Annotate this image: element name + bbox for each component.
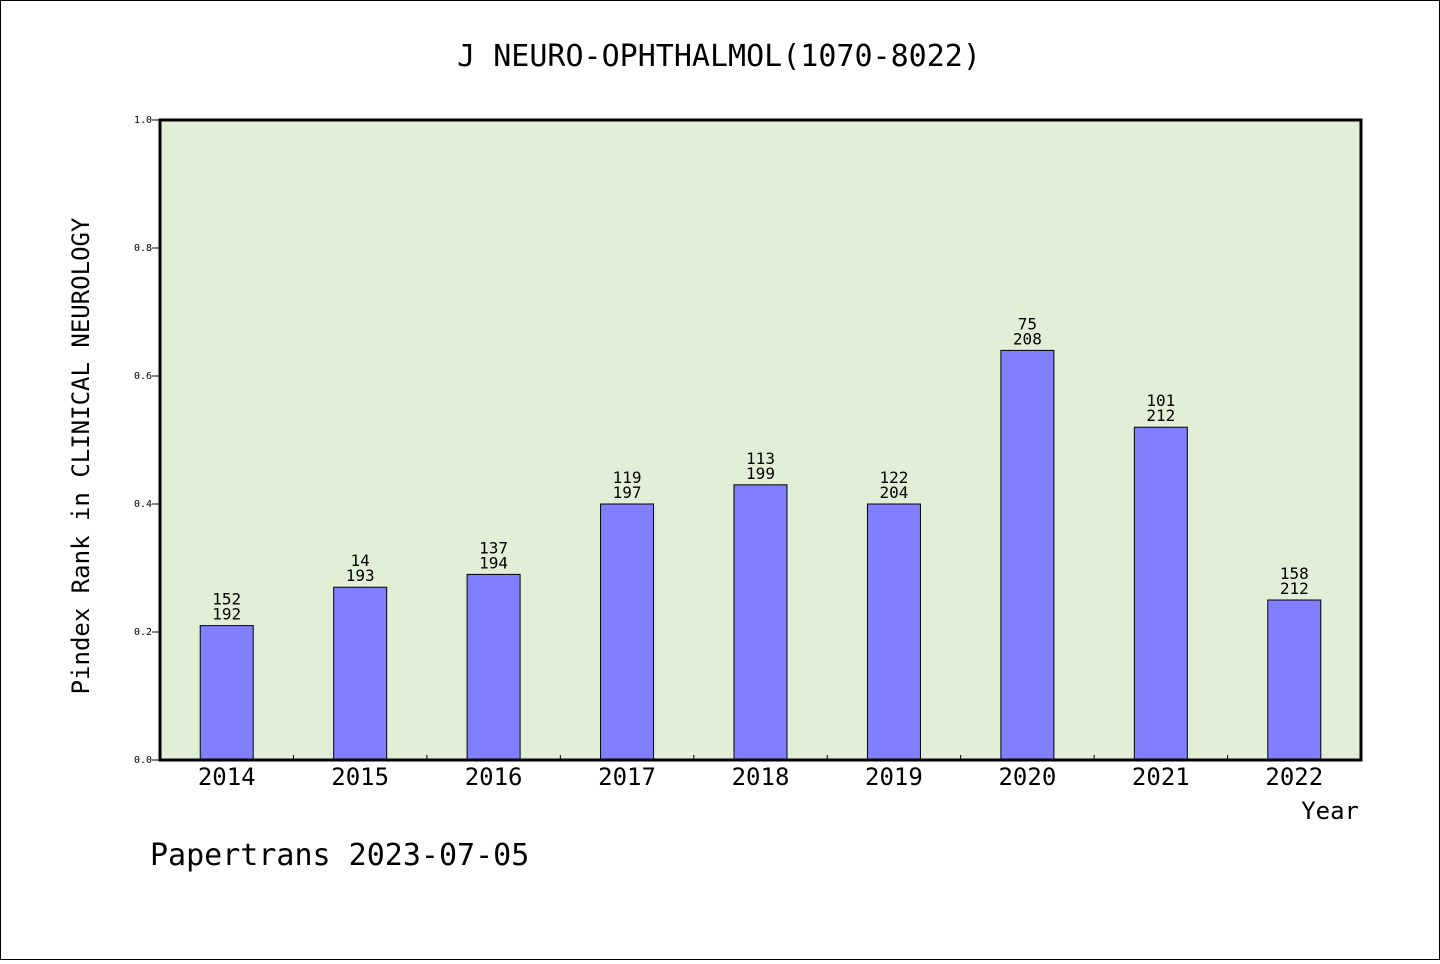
footer-text: Papertrans 2023-07-05: [150, 838, 529, 873]
x-tick-label: 2020: [998, 763, 1056, 791]
bar: [467, 574, 520, 760]
bar: [734, 485, 787, 760]
x-tick-label: 2016: [465, 763, 523, 791]
chart-frame: J NEURO-OPHTHALMOL(1070-8022) 0.0 0.2 0.4 0…: [0, 0, 1440, 960]
bar-total-label: 208: [1013, 329, 1042, 348]
bar: [1001, 350, 1054, 760]
y-tick-label: 0.2: [134, 627, 152, 638]
x-tick-label: 2014: [198, 763, 256, 791]
x-tick-label: 2019: [865, 763, 923, 791]
bar-chart: J NEURO-OPHTHALMOL(1070-8022) 0.00.20.40…: [1, 1, 1439, 959]
bar: [1134, 427, 1187, 760]
x-tick-label: 2017: [598, 763, 656, 791]
bar-total-label: 204: [879, 483, 908, 502]
x-axis-title: Year: [1301, 797, 1359, 825]
y-tick-label: 0.8: [134, 243, 152, 254]
bar-total-label: 192: [212, 605, 241, 624]
y-tick-label: 0.6: [134, 371, 152, 382]
bar: [601, 504, 654, 760]
bar-total-label: 194: [479, 553, 508, 572]
y-tick-label: 1.0: [134, 115, 152, 126]
x-tick-label: 2021: [1132, 763, 1190, 791]
bar: [334, 587, 387, 760]
bar: [200, 626, 253, 760]
x-tick-label: 2022: [1265, 763, 1323, 791]
x-tick-label: 2018: [732, 763, 790, 791]
y-tick-label: 0.0: [134, 755, 152, 766]
y-tick-label: 0.4: [134, 499, 152, 510]
bar-total-label: 212: [1280, 579, 1309, 598]
bar-total-label: 212: [1146, 406, 1175, 425]
x-tick-label: 2015: [331, 763, 389, 791]
bar-total-label: 199: [746, 464, 775, 483]
y-axis: 0.0 0.2 0.4 0.6 0.8 1.0: [134, 115, 160, 766]
bar: [1268, 600, 1321, 760]
y-axis-title: Pindex Rank in CLINICAL NEUROLOGY: [67, 217, 95, 694]
bar-total-label: 193: [346, 566, 375, 585]
bar: [867, 504, 920, 760]
chart-title: J NEURO-OPHTHALMOL(1070-8022): [457, 39, 981, 74]
bar-total-label: 197: [613, 483, 642, 502]
